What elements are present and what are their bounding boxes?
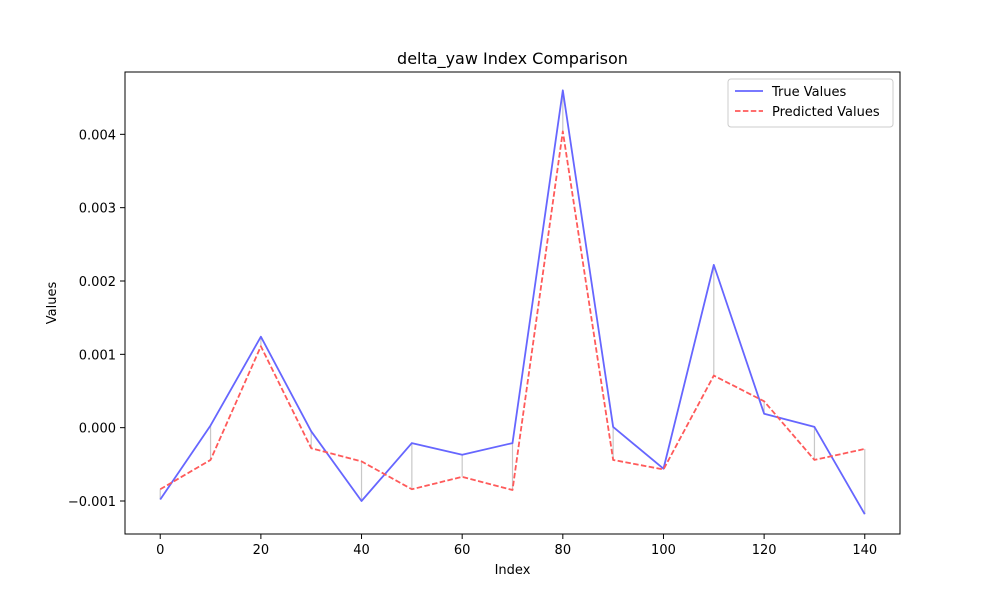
x-tick-label: 0: [156, 543, 164, 558]
x-tick-label: 100: [651, 543, 676, 558]
y-tick-label: 0.002: [79, 275, 116, 290]
legend-true-values-label: True Values: [771, 85, 846, 100]
series-true-values-line: [159, 89, 866, 515]
x-tick-label: 20: [253, 543, 270, 558]
chart-title: delta_yaw Index Comparison: [397, 49, 628, 69]
y-tick-label: 0.004: [79, 128, 116, 143]
y-axis-label: Values: [45, 282, 60, 325]
y-tick-label: 0.003: [79, 202, 116, 217]
x-tick-label: 80: [555, 543, 572, 558]
y-tick-label: −0.001: [68, 495, 116, 510]
x-tick-label: 40: [353, 543, 370, 558]
x-axis: 0 20 40 60 80 100 120 140: [156, 534, 877, 558]
x-tick-label: 60: [454, 543, 471, 558]
x-tick-label: 140: [852, 543, 877, 558]
x-tick-label: 120: [752, 543, 777, 558]
plot-area-frame: [124, 71, 901, 535]
series-layer: [159, 89, 866, 515]
y-axis: −0.001 0.000 0.001 0.002 0.003 0.004: [68, 128, 125, 510]
y-tick-label: 0.001: [79, 348, 116, 363]
legend: True Values Predicted Values: [727, 78, 894, 128]
x-axis-label: Index: [495, 563, 531, 578]
series-predicted-values-line: [159, 130, 865, 491]
legend-predicted-values-label: Predicted Values: [772, 105, 880, 120]
legend-box: [727, 78, 894, 128]
y-tick-label: 0.000: [79, 422, 116, 437]
